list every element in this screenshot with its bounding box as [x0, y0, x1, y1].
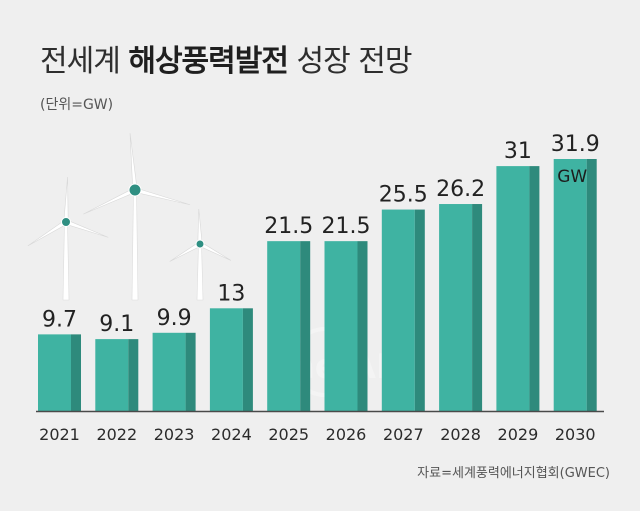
source-label: 자료=세계풍력에너지협회(GWEC): [417, 466, 610, 481]
bar-2023: [152, 332, 196, 411]
x-tick-label: 2021: [39, 425, 80, 444]
value-label: 31.9: [551, 132, 600, 157]
unit-label: (단위=GW): [40, 97, 114, 113]
last-bar-unit: GW: [557, 167, 587, 187]
wind-turbine: [27, 177, 109, 301]
wind-turbine: [169, 208, 232, 301]
bar-face: [324, 241, 358, 411]
value-label: 31: [504, 139, 532, 164]
value-label: 26.2: [436, 177, 485, 202]
bar-2028: [439, 204, 483, 411]
value-label: 9.9: [157, 306, 192, 331]
x-tick-label: 2022: [96, 425, 137, 444]
bar-face: [38, 334, 71, 411]
bar-side: [300, 241, 311, 411]
bar-2025: [267, 241, 311, 411]
bar-face: [553, 159, 587, 411]
bar-side: [128, 339, 139, 411]
x-tick-label: 2026: [326, 425, 367, 444]
x-tick-label: 2030: [555, 425, 596, 444]
bar-side: [586, 159, 597, 411]
bar-2029: [496, 166, 540, 411]
value-label: 9.7: [42, 307, 77, 332]
bar-side: [185, 332, 196, 411]
x-tick-label: 2023: [154, 425, 195, 444]
bar-side: [242, 308, 253, 411]
bar-2026: [324, 241, 368, 411]
wind-turbines-illustration: [27, 133, 232, 301]
bar-2024: [209, 308, 253, 411]
bar-2027: [381, 209, 425, 411]
bar-face: [209, 308, 243, 411]
bar-face: [381, 209, 415, 411]
bar-face: [496, 166, 530, 411]
bar-2022: [95, 339, 139, 411]
bar-side: [357, 241, 368, 411]
x-tick-label: 2029: [498, 425, 539, 444]
x-tick-label: 2025: [268, 425, 309, 444]
bar-face: [439, 204, 473, 411]
bar-side: [71, 334, 81, 411]
title-part-1: 전세계: [40, 44, 129, 79]
wind-turbine: [83, 133, 191, 301]
value-labels: 9.7 9.1 9.9 13 21.5 21.5 25.5 26.2 31 31.9 GW: [42, 132, 600, 337]
chart-title: 전세계 해상풍력발전 성장 전망: [40, 36, 412, 80]
value-label: 13: [217, 281, 245, 306]
x-tick-label: 2024: [211, 425, 252, 444]
bar-side: [472, 204, 483, 411]
x-tick-labels: 2021 2022 2023 2024 2025 2026 2027 2028 2029 2030: [39, 425, 595, 444]
x-tick-label: 2028: [440, 425, 481, 444]
value-label: 21.5: [322, 214, 371, 239]
value-label: 21.5: [264, 214, 313, 239]
bar-side: [529, 166, 540, 411]
bars-group: [38, 159, 597, 411]
x-tick-label: 2027: [383, 425, 424, 444]
bar-face: [152, 332, 186, 411]
value-label: 25.5: [379, 183, 428, 208]
title-part-2: 해상풍력발전: [128, 44, 289, 79]
bar-2030: [553, 159, 597, 411]
bar-face: [267, 241, 301, 411]
bar-2021: [38, 334, 81, 411]
title-part-3: 성장 전망: [287, 44, 412, 79]
value-label: 9.1: [99, 312, 134, 337]
bar-side: [414, 209, 425, 411]
bar-face: [95, 339, 129, 411]
